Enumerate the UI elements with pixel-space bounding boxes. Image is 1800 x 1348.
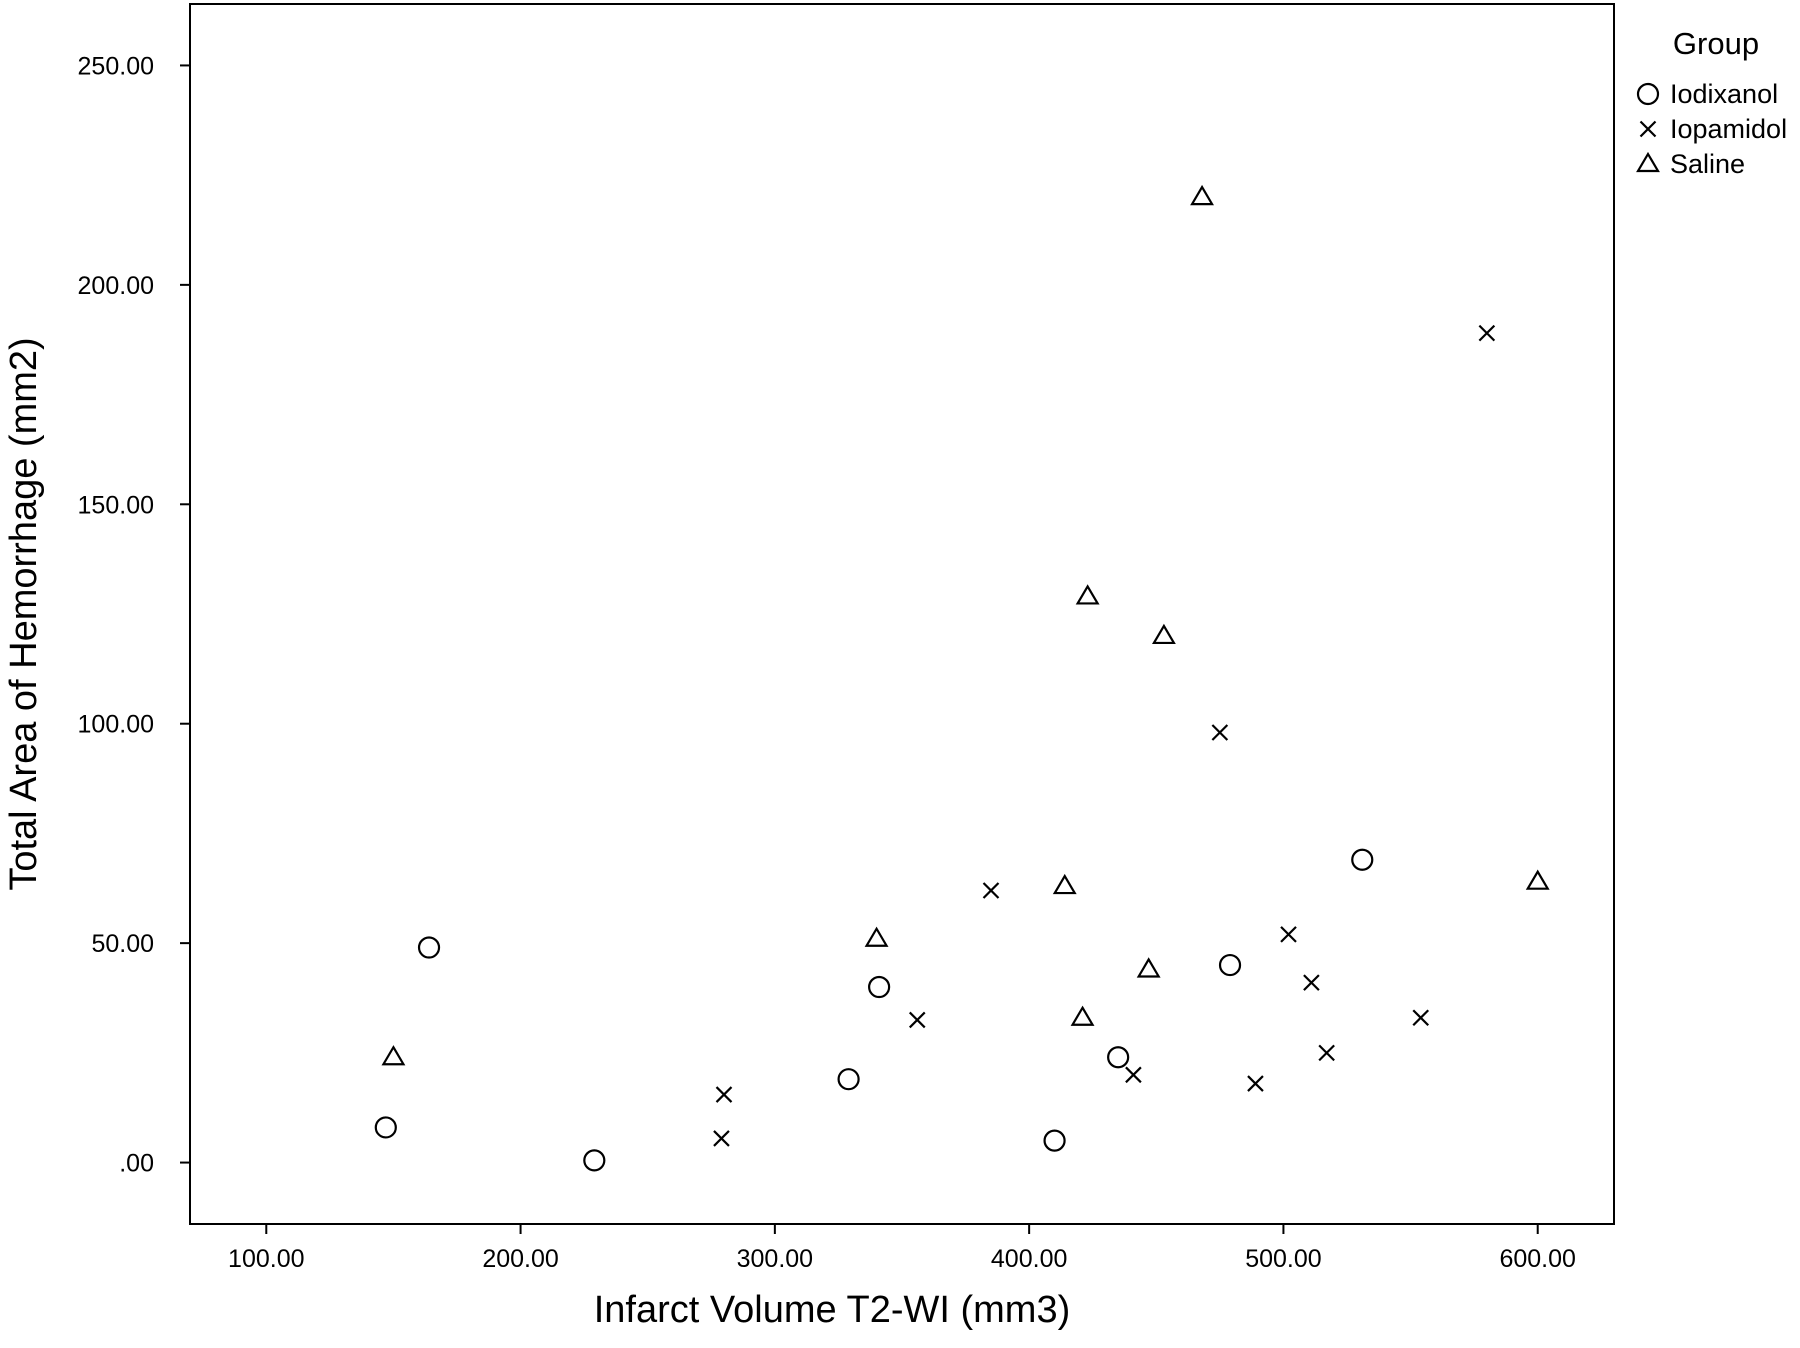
- iopamidol-point: [1125, 1066, 1142, 1084]
- legend-iopamidol-label: Iopamidol: [1670, 114, 1787, 144]
- y-tick-label: 250.00: [78, 52, 154, 80]
- iodixanol-point: [1107, 1046, 1130, 1069]
- legend-title: Group: [1673, 26, 1759, 61]
- saline-point: [1052, 873, 1077, 895]
- x-tick-label: 300.00: [737, 1245, 813, 1273]
- iodixanol-point: [417, 936, 441, 959]
- y-axis-title: Total Area of Hemorrhage (mm2): [3, 337, 45, 890]
- iopamidol-point: [982, 882, 1000, 899]
- legend-iodixanol-marker: [1636, 82, 1660, 106]
- x-tick-label: 600.00: [1499, 1245, 1575, 1273]
- y-tick-label: 200.00: [78, 272, 154, 300]
- data-points: [374, 184, 1550, 1172]
- saline-point: [381, 1045, 406, 1066]
- y-axis: .00 50.00 100.00 150.00 200.00 250.00: [78, 52, 190, 1178]
- legend: Group Iodixanol Iopamidol Saline: [1636, 26, 1787, 179]
- y-tick-label: .00: [119, 1150, 154, 1178]
- saline-point: [864, 926, 889, 947]
- iopamidol-point: [908, 1011, 926, 1029]
- legend-saline-marker: [1636, 151, 1660, 173]
- y-tick-label: 150.00: [78, 491, 154, 519]
- x-axis-title: Infarct Volume T2-WI (mm3): [594, 1289, 1071, 1331]
- iodixanol-point: [1351, 848, 1374, 871]
- iopamidol-point: [1412, 1009, 1430, 1027]
- legend-iopamidol-marker: [1639, 120, 1657, 138]
- saline-point: [1190, 184, 1214, 206]
- saline-point: [1151, 623, 1176, 645]
- legend-saline-label: Saline: [1670, 149, 1745, 179]
- x-tick-label: 500.00: [1245, 1245, 1321, 1273]
- x-tick-label: 400.00: [991, 1245, 1067, 1273]
- iodixanol-point: [868, 975, 891, 999]
- iopamidol-point: [1280, 926, 1297, 943]
- y-tick-label: 50.00: [91, 930, 154, 958]
- iodixanol-point: [583, 1149, 606, 1172]
- iodixanol-point: [374, 1116, 397, 1139]
- saline-point: [1075, 584, 1100, 605]
- x-axis: 100.00 200.00 300.00 400.00 500.00 600.00: [228, 1224, 1576, 1273]
- saline-point: [1136, 957, 1161, 978]
- saline-point: [1070, 1005, 1095, 1026]
- iopamidol-point: [713, 1130, 730, 1147]
- y-tick-label: 100.00: [78, 711, 154, 739]
- iopamidol-point: [1303, 974, 1320, 991]
- legend-iodixanol-label: Iodixanol: [1670, 79, 1778, 109]
- iopamidol-point: [1318, 1044, 1335, 1062]
- iodixanol-point: [1043, 1129, 1066, 1152]
- plot-frame: [189, 3, 1615, 1225]
- x-tick-label: 200.00: [482, 1245, 558, 1273]
- iodixanol-point: [837, 1068, 860, 1091]
- x-tick-label: 100.00: [228, 1245, 304, 1273]
- iopamidol-point: [1478, 324, 1496, 342]
- saline-point: [1525, 869, 1550, 890]
- iopamidol-point: [715, 1086, 733, 1103]
- iopamidol-point: [1247, 1075, 1264, 1092]
- iopamidol-point: [1211, 724, 1229, 741]
- iodixanol-point: [1218, 953, 1242, 977]
